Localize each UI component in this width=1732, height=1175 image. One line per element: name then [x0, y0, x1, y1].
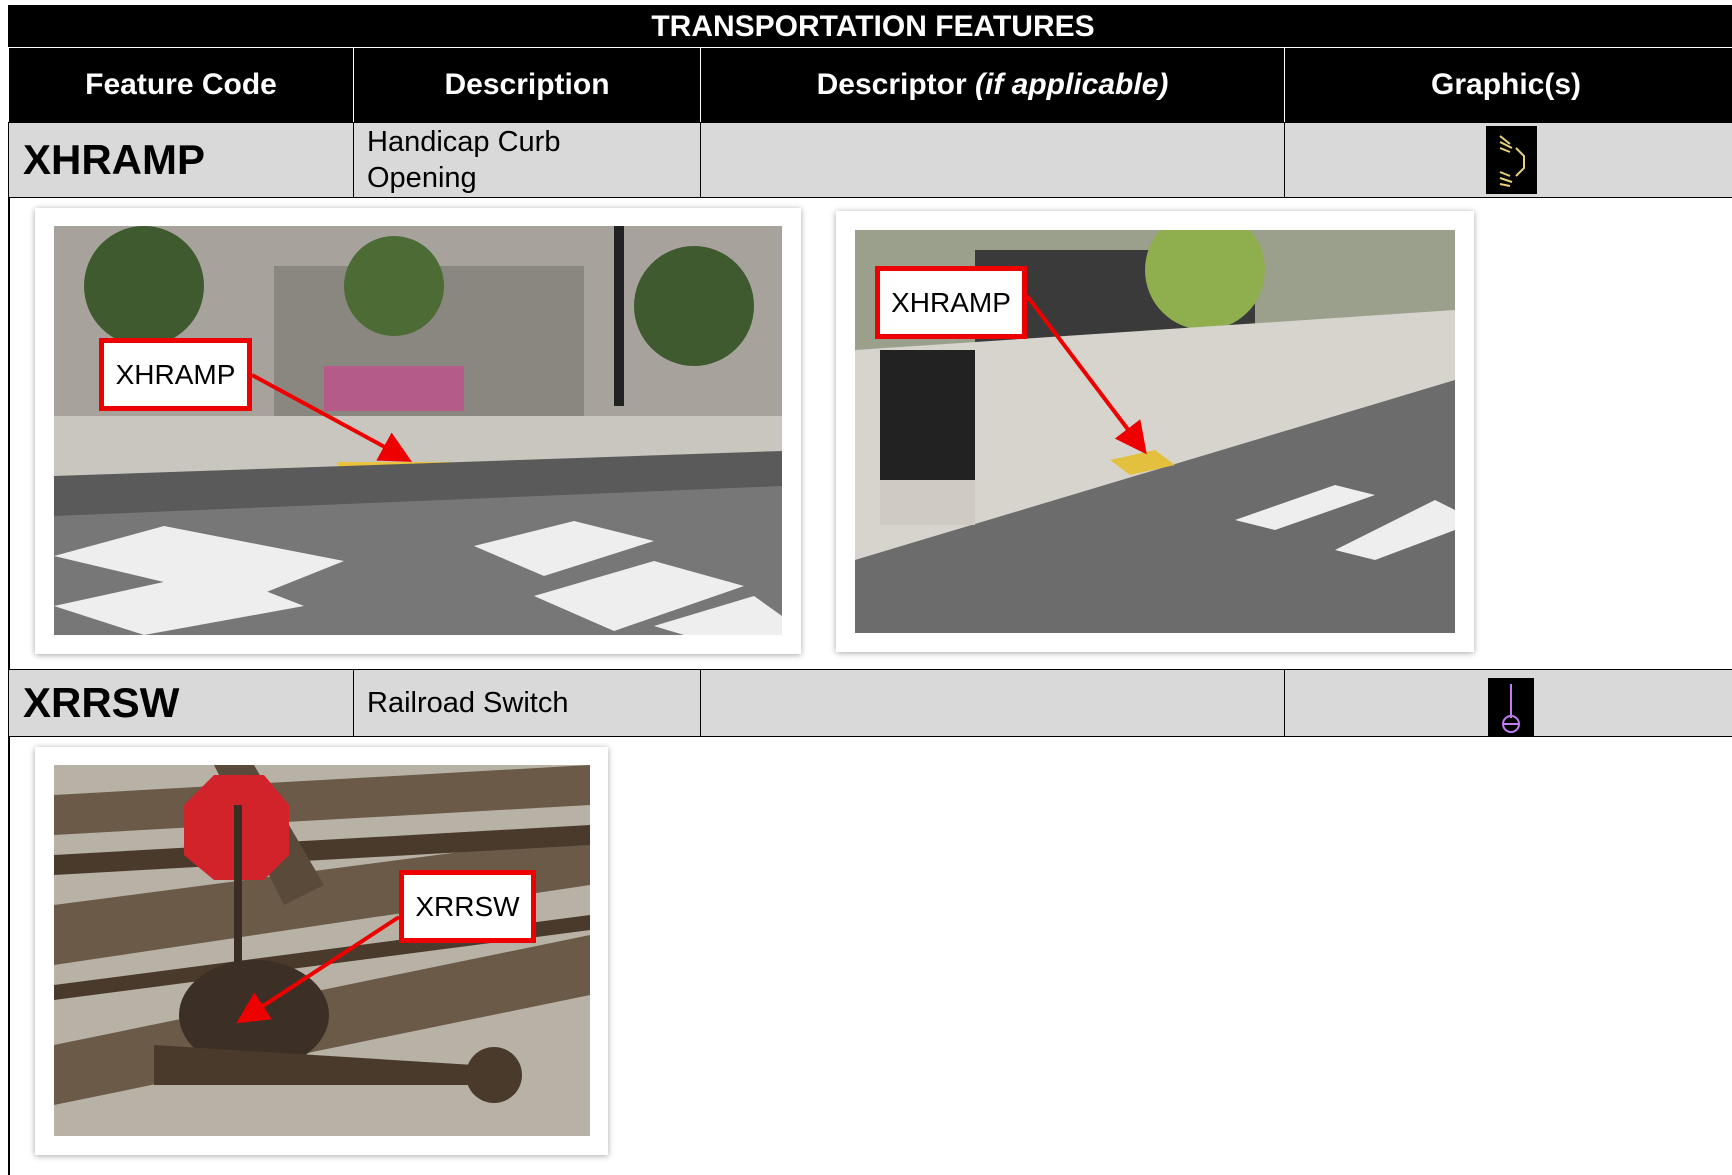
photo-card: XHRAMP	[35, 208, 801, 654]
callout-arrow	[251, 373, 413, 462]
ramp-symbol	[1486, 126, 1537, 194]
description: Railroad Switch	[353, 669, 701, 737]
switch-symbol	[1488, 678, 1534, 736]
callout-arrow	[236, 915, 401, 1024]
header-cell: Descriptor (if applicable)	[700, 47, 1285, 123]
table-frame	[8, 5, 1732, 1175]
feature-code: XRRSW	[8, 669, 354, 737]
header-text: Descriptor	[816, 68, 967, 101]
description: Handicap Curb Opening	[353, 122, 701, 198]
header-cell: Feature Code	[8, 47, 354, 123]
table-title: TRANSPORTATION FEATURES	[8, 5, 1732, 48]
feature-code: XHRAMP	[8, 122, 354, 198]
callout-arrow	[1025, 294, 1147, 455]
graphic-cell	[1284, 669, 1732, 737]
photo-label: XHRAMP	[875, 266, 1027, 339]
photo	[54, 765, 590, 1136]
graphic-cell	[1284, 122, 1732, 198]
photo-card: XHRAMP	[836, 211, 1474, 652]
header-cell: Graphic(s)	[1284, 47, 1732, 123]
photo-label: XHRAMP	[99, 338, 252, 411]
header-qualifier: (if applicable)	[975, 68, 1169, 101]
photo-card: XRRSW	[35, 747, 608, 1155]
descriptor	[700, 669, 1285, 737]
descriptor	[700, 122, 1285, 198]
header-cell: Description	[353, 47, 701, 123]
photo-label: XRRSW	[399, 870, 536, 943]
